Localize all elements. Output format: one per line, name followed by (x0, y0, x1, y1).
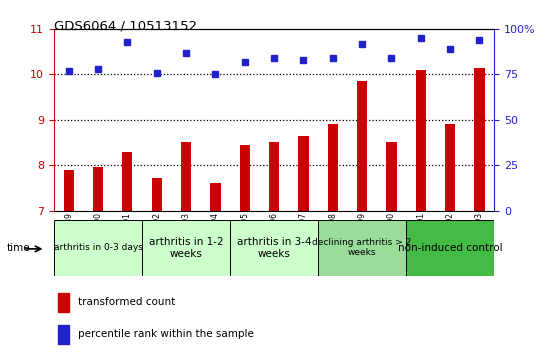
Bar (58, 325, 70, 344)
Text: time: time (6, 243, 30, 253)
Text: transformed count: transformed count (78, 297, 176, 307)
Text: non-induced control: non-induced control (398, 243, 502, 253)
Bar (54, 220, 142, 276)
Bar (58, 293, 70, 312)
Text: arthritis in 1-2
weeks: arthritis in 1-2 weeks (148, 237, 224, 258)
Text: GDS6064 / 10513152: GDS6064 / 10513152 (54, 20, 197, 33)
Bar (386, 143, 396, 211)
Bar (406, 220, 494, 276)
Bar (474, 68, 484, 211)
Bar (240, 145, 250, 211)
Bar (357, 81, 367, 211)
Bar (152, 178, 162, 211)
Bar (416, 70, 426, 211)
Text: arthritis in 0-3 days: arthritis in 0-3 days (53, 243, 143, 252)
Bar (298, 136, 308, 211)
Bar (318, 220, 406, 276)
Bar (93, 167, 103, 211)
Bar (269, 143, 279, 211)
Bar (122, 151, 132, 211)
Bar (210, 183, 220, 211)
Text: declining arthritis > 2
weeks: declining arthritis > 2 weeks (313, 238, 411, 257)
Bar (181, 143, 191, 211)
Bar (64, 170, 74, 211)
Bar (142, 220, 230, 276)
Bar (230, 220, 318, 276)
Bar (328, 124, 338, 211)
Text: percentile rank within the sample: percentile rank within the sample (78, 329, 254, 339)
Text: arthritis in 3-4
weeks: arthritis in 3-4 weeks (237, 237, 312, 258)
Bar (445, 124, 455, 211)
